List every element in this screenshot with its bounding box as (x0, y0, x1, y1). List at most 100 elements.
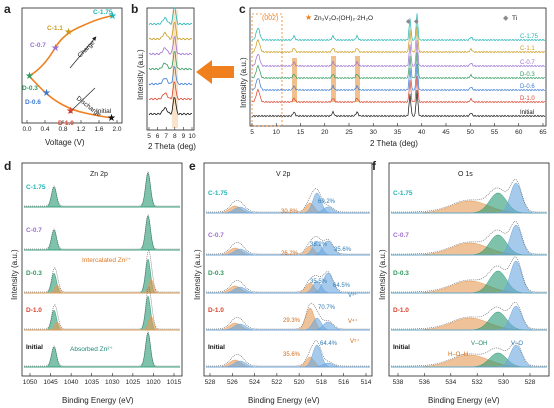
panel-d-title: Zn 2p (90, 171, 108, 178)
xtick-label: 10 (273, 129, 281, 136)
xps-fit-peak (24, 273, 180, 293)
panel-f-frame (389, 163, 549, 376)
panel-e-label: e (189, 159, 196, 173)
xtick-label: 520 (294, 379, 305, 386)
panel-f-title: O 1s (458, 171, 473, 178)
panel-b-xlabel: 2 Theta (deg) (148, 142, 196, 151)
xtick-label: 516 (338, 379, 349, 386)
xtick-label: 15 (297, 129, 305, 136)
xps-row-label: D-0.3 (26, 270, 42, 277)
xtick-label: 1.6 (94, 126, 103, 133)
panel-e-frame (204, 163, 372, 376)
xps-fit-peak (24, 216, 180, 250)
xtick-label: 518 (316, 379, 327, 386)
xtick-label: 60 (515, 129, 523, 136)
xtick-label: 1045 (43, 379, 58, 386)
panel-e-xlabel: Binding Energy (eV) (248, 396, 320, 405)
panel-e-title: V 2p (276, 171, 291, 178)
panel-c: c (002) ★ Zn₃V₂O₇(OH)₂·2H₂O ◆ Ti C-1.75C… (239, 2, 547, 148)
point-c07: C-0.7 (30, 42, 46, 49)
xps-row-label: D-1.0 (393, 307, 409, 314)
pct-c07-c: 35.6% (334, 247, 352, 253)
hoh-label: H–O–H (448, 352, 468, 358)
panel-a-label: a (4, 2, 11, 16)
xtick-label: 1025 (126, 379, 141, 386)
xtick-label: 1020 (146, 379, 161, 386)
pct-d10-b: 29.3% (283, 318, 301, 324)
xrd-zoom-curve-initial (149, 98, 192, 115)
xps-row-label: C-1.75 (393, 190, 413, 197)
xtick-label: 20 (321, 129, 329, 136)
panel-f-curves: C-1.75C-0.7D-0.3D-1.0Initial (391, 179, 547, 367)
xtick-label: 2.0 (112, 126, 121, 133)
xps-raw-curve (24, 215, 180, 249)
panel-a-xlabel: Voltage (V) (45, 138, 85, 147)
xrd-curve-label: D-0.6 (520, 84, 535, 90)
star-c07-icon: ★ (51, 43, 60, 54)
panel-e-xticks: 528 526 524 522 520 518 516 514 (205, 373, 372, 386)
intercalated-label: Intercalated Zn²⁺ (82, 257, 132, 264)
xtick-label: 40 (418, 129, 426, 136)
panel-e-ylabel: Intensity (a.u.) (193, 249, 202, 300)
discharge-label: Discharge (75, 95, 103, 119)
voh-label: V–OH (471, 341, 487, 347)
vo-label: V–O (511, 341, 523, 347)
xrd-curve-label: D-0.3 (520, 72, 535, 78)
xtick-label: 5 (147, 133, 151, 140)
xtick-label: 1.2 (76, 126, 85, 133)
panel-f-xlabel: Binding Energy (eV) (428, 396, 500, 405)
point-c175: C-1.75 (93, 9, 113, 16)
xrd-curve-label: Initial (520, 110, 534, 116)
xrd-curve-label: C-0.7 (520, 60, 535, 66)
xrd-curve-label: C-1.1 (520, 46, 535, 52)
xps-fit-peak (24, 310, 180, 330)
xrd-curve-label: C-1.75 (520, 34, 539, 40)
panel-c-curves: C-1.75 C-1.1 C-0.7 D-0.3 D-0.6 D-1.0 Initial (252, 13, 545, 116)
xps-row-label: Initial (393, 344, 410, 351)
xtick-label: 530 (498, 379, 509, 386)
xtick-label: 0.4 (40, 126, 49, 133)
xrd-zoom-curve-d10 (149, 82, 192, 100)
star-c11-icon: ★ (64, 27, 73, 38)
v3-label: V³⁺ (348, 292, 357, 299)
charge-label: Charge (76, 39, 96, 59)
xtick-label: 65 (539, 129, 547, 136)
panel-c-label: c (239, 2, 246, 16)
panel-c-ylabel: Intensity (a.u.) (239, 57, 248, 108)
xps-row-label: Initial (26, 344, 43, 351)
xrd-curve-label: D-1.0 (520, 96, 535, 102)
panel-d-frame (22, 163, 182, 376)
ti-peak-1-icon: ◆ (406, 19, 411, 25)
panel-a: a Charge Discharge ★ C-1.75 ★ C-1.1 ★ C-… (4, 2, 122, 147)
absorbed-label: Absorbed Zn²⁺ (70, 346, 113, 353)
panel-f-label: f (372, 159, 377, 173)
panel-d-label: d (4, 159, 11, 173)
xtick-label: 35 (394, 129, 402, 136)
xtick-label: 0.8 (58, 126, 67, 133)
xtick-label: 25 (345, 129, 353, 136)
xps-row-label: D-0.3 (393, 270, 409, 277)
peak-002-label: (002) (262, 15, 278, 22)
xtick-label: 536 (419, 379, 430, 386)
point-d06: D-0.6 (25, 99, 41, 106)
panel-b-label: b (131, 2, 138, 16)
star-d06-icon: ★ (42, 88, 51, 99)
pct-d10-a: 70.7% (318, 305, 336, 311)
xtick-label: 9 (182, 133, 186, 140)
xtick-label: 1015 (167, 379, 182, 386)
legend-ti-diamond-icon: ◆ (503, 15, 509, 22)
xtick-label: 528 (205, 379, 216, 386)
xtick-label: 526 (227, 379, 238, 386)
panel-e: e V 2p C-1.75 C-0.7 D-0.3 D-1.0 Initial 30.8… (189, 159, 372, 405)
panel-d-xticks: 1050 1045 1040 1035 1030 1025 1020 1015 (23, 373, 182, 386)
panel-d-xlabel: Binding Energy (eV) (62, 396, 134, 405)
xtick-label: 1035 (84, 379, 99, 386)
xtick-label: 528 (525, 379, 536, 386)
panel-c-xlabel: 2 Theta (deg) (370, 139, 418, 148)
xtick-label: 1040 (64, 379, 79, 386)
xps-fit-peak (24, 259, 180, 293)
xtick-label: 8 (173, 133, 177, 140)
xtick-label: 532 (472, 379, 483, 386)
